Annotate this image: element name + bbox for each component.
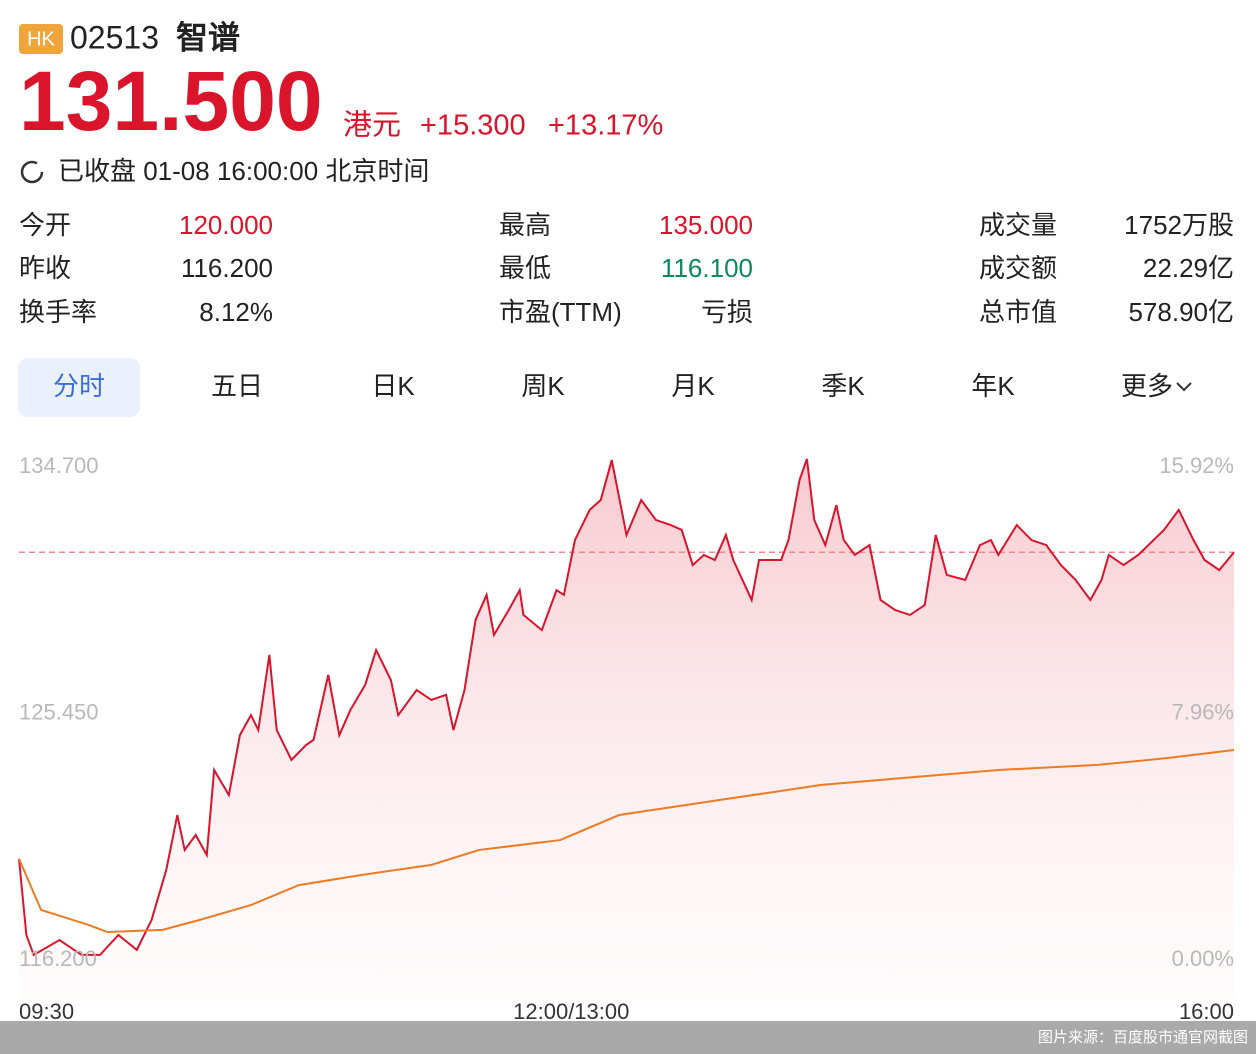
currency: 港元 xyxy=(343,109,401,142)
status: 已收盘 01-08 16:00:00 北京时间 xyxy=(58,156,429,186)
x-tick-label: 16:00 xyxy=(1179,999,1234,1024)
tab[interactable]: 五日 xyxy=(211,371,263,401)
stat-label: 昨收 xyxy=(19,253,71,283)
tab[interactable]: 年K xyxy=(971,371,1015,401)
area xyxy=(19,459,1234,1001)
stock-name: 智谱 xyxy=(176,19,240,55)
stat-label: 最低 xyxy=(499,253,551,283)
average-line xyxy=(18,749,1235,934)
price-line xyxy=(18,458,1235,957)
footer-bar xyxy=(0,1021,1256,1054)
stat-value: 578.90亿 xyxy=(1128,297,1234,327)
stat-label: 成交量 xyxy=(979,210,1057,240)
stat-value: 1752万股 xyxy=(1124,210,1234,240)
stat-value: 8.12% xyxy=(199,297,273,327)
code: 02513 xyxy=(70,19,159,55)
stat-label: 总市值 xyxy=(979,297,1057,327)
quote: 131.500 港元 +15.300 +13.17% xyxy=(19,54,663,148)
stat-label: 成交额 xyxy=(979,253,1057,283)
price: 131.500 xyxy=(19,54,323,148)
y2-tick-label: 7.96% xyxy=(1172,699,1234,724)
stat-label: 市盈(TTM) xyxy=(499,297,622,327)
tab[interactable]: 更多 xyxy=(1121,371,1173,401)
tab[interactable]: 季K xyxy=(821,371,865,401)
x-tick-label: 09:30 xyxy=(19,999,74,1024)
y-tick-label: 134.700 xyxy=(19,453,99,478)
status-icon xyxy=(20,160,44,184)
stat-value: 135.000 xyxy=(659,210,753,240)
stat-value: 120.000 xyxy=(179,210,273,240)
market-badge xyxy=(19,24,63,54)
stat-value: 116.200 xyxy=(181,253,273,283)
source: 图片来源：百度股市通官网截图 xyxy=(1038,1029,1248,1046)
tab-active-bg xyxy=(18,358,140,417)
tab[interactable]: 分时 xyxy=(53,371,105,401)
y2-tick-label: 0.00% xyxy=(1172,946,1234,971)
tab[interactable]: 月K xyxy=(671,371,715,401)
stat-value: 116.100 xyxy=(661,253,753,283)
market: HK xyxy=(27,28,55,50)
stat-label: 换手率 xyxy=(19,297,97,327)
change: +15.300 xyxy=(420,110,526,142)
stat-value: 亏损 xyxy=(701,297,753,327)
tab[interactable]: 周K xyxy=(521,371,565,401)
stat-label: 最高 xyxy=(499,210,551,240)
chevron xyxy=(1176,382,1192,392)
tab[interactable]: 日K xyxy=(371,371,415,401)
change-percent: +13.17% xyxy=(548,110,663,142)
x-tick-label: 12:00/13:00 xyxy=(513,999,629,1024)
stat-label: 今开 xyxy=(19,210,71,240)
y-tick-label: 116.200 xyxy=(19,946,97,971)
y2-tick-label: 15.92% xyxy=(1159,453,1234,478)
y-tick-label: 125.450 xyxy=(19,699,99,724)
stat-value: 22.29亿 xyxy=(1143,253,1234,283)
